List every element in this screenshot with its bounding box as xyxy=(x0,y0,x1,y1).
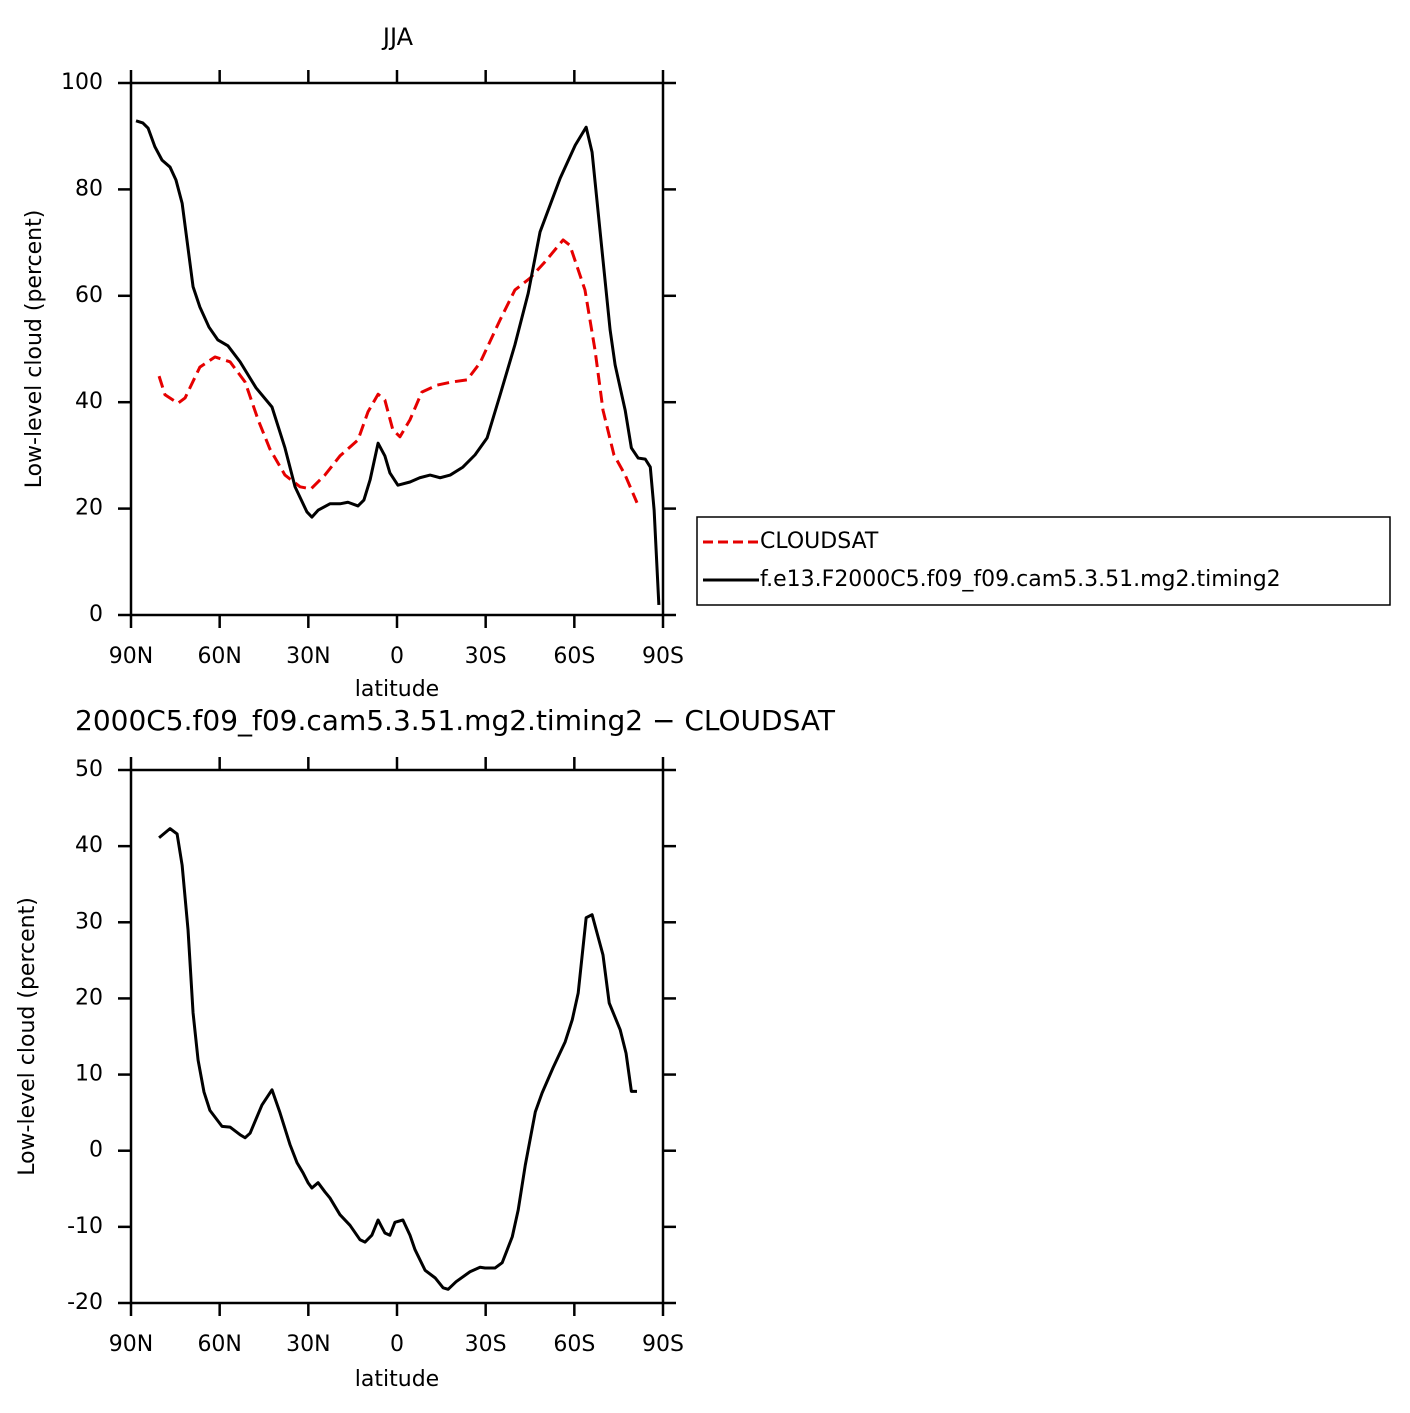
x-tick-label: 30S xyxy=(465,644,507,669)
x-tick-label: 0 xyxy=(390,644,404,669)
y-tick-label: 40 xyxy=(75,833,103,858)
x-tick-label: 60N xyxy=(197,1332,241,1357)
x-tick-label: 0 xyxy=(390,1332,404,1357)
x-tick-label: 60S xyxy=(553,644,595,669)
data-line xyxy=(135,119,661,605)
x-tick-label: 60N xyxy=(197,644,241,669)
y-tick-label: 100 xyxy=(61,70,103,95)
legend-box xyxy=(696,516,1391,606)
y-tick-label: 0 xyxy=(89,1138,103,1163)
plot-frame xyxy=(129,81,665,617)
x-tick-label: 60S xyxy=(553,1332,595,1357)
x-tick-label: 90N xyxy=(109,1332,153,1357)
y-tick-label: 80 xyxy=(75,176,103,201)
data-line xyxy=(157,238,639,504)
y-tick-label: 40 xyxy=(75,389,103,414)
legend-label: f.e13.F2000C5.f09_f09.cam5.3.51.mg2.timi… xyxy=(760,567,1281,592)
y-tick-label: 60 xyxy=(75,283,103,308)
chart-title: 2000C5.f09_f09.cam5.3.51.mg2.timing2 − C… xyxy=(75,704,836,737)
x-axis-label: latitude xyxy=(355,1367,439,1392)
y-tick-label: -10 xyxy=(67,1214,103,1239)
y-tick-label: 30 xyxy=(75,909,103,934)
y-tick-label: -20 xyxy=(67,1290,103,1315)
legend-label: CLOUDSAT xyxy=(760,529,879,554)
y-tick-label: 20 xyxy=(75,496,103,521)
x-axis-label: latitude xyxy=(355,677,439,702)
x-tick-label: 90N xyxy=(109,644,153,669)
data-line xyxy=(158,827,637,1291)
x-tick-label: 30N xyxy=(286,1332,330,1357)
y-tick-label: 10 xyxy=(75,1062,103,1087)
y-tick-label: 20 xyxy=(75,985,103,1010)
chart-title: JJA xyxy=(381,23,414,51)
x-tick-label: 90S xyxy=(642,644,684,669)
y-tick-label: 50 xyxy=(75,757,103,782)
y-axis-label: Low-level cloud (percent) xyxy=(15,897,40,1176)
y-tick-label: 0 xyxy=(89,602,103,627)
y-axis-label: Low-level cloud (percent) xyxy=(22,210,47,489)
x-tick-label: 30N xyxy=(286,644,330,669)
x-tick-label: 90S xyxy=(642,1332,684,1357)
x-tick-label: 30S xyxy=(465,1332,507,1357)
